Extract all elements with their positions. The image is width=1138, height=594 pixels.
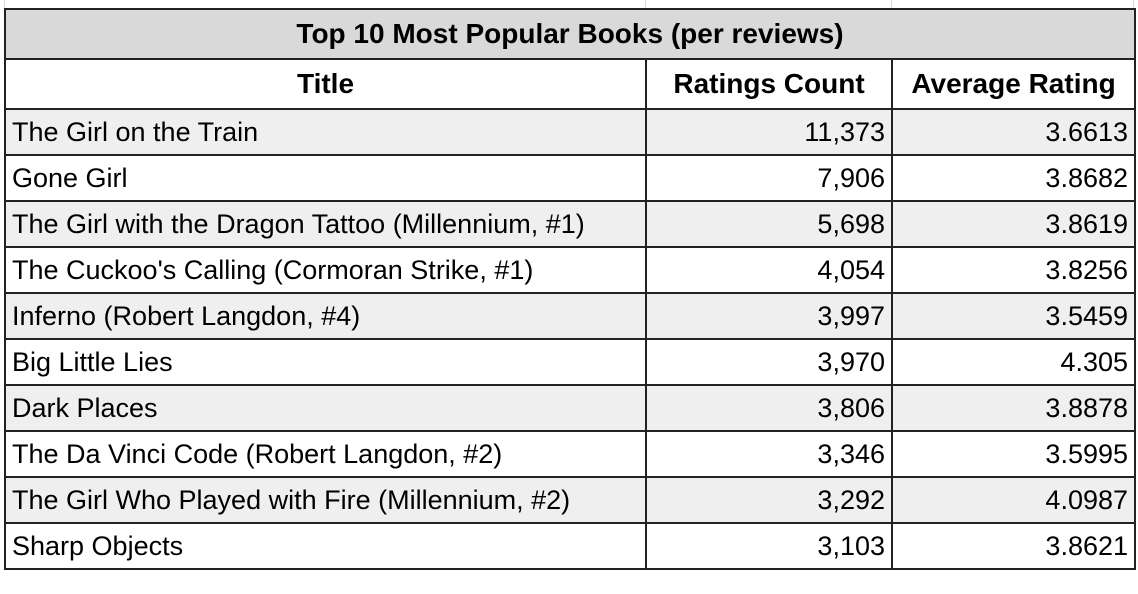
cell-ratings-count[interactable]: 3,806 bbox=[645, 384, 893, 432]
cell-title[interactable]: The Girl Who Played with Fire (Millenniu… bbox=[4, 476, 647, 524]
gridline bbox=[891, 0, 892, 8]
cell-title[interactable]: Inferno (Robert Langdon, #4) bbox=[4, 292, 647, 340]
cell-title[interactable]: The Da Vinci Code (Robert Langdon, #2) bbox=[4, 430, 647, 478]
cell-ratings-count[interactable]: 4,054 bbox=[645, 246, 893, 294]
cell-ratings-count[interactable]: 11,373 bbox=[645, 108, 893, 156]
column-header-average-rating[interactable]: Average Rating bbox=[890, 58, 1137, 110]
cell-title[interactable]: The Girl on the Train bbox=[4, 108, 647, 156]
cell-title[interactable]: The Cuckoo's Calling (Cormoran Strike, #… bbox=[4, 246, 647, 294]
table-row: The Girl with the Dragon Tattoo (Millenn… bbox=[4, 200, 1137, 248]
cell-title[interactable]: Gone Girl bbox=[4, 154, 647, 202]
table-row: Big Little Lies 3,970 4.305 bbox=[4, 338, 1137, 386]
table-row: The Girl Who Played with Fire (Millenniu… bbox=[4, 476, 1137, 524]
cell-average-rating[interactable]: 3.5995 bbox=[890, 430, 1137, 478]
cell-average-rating[interactable]: 3.6613 bbox=[890, 108, 1137, 156]
cell-average-rating[interactable]: 3.8619 bbox=[890, 200, 1137, 248]
cell-title[interactable]: The Girl with the Dragon Tattoo (Millenn… bbox=[4, 200, 647, 248]
gridline bbox=[645, 0, 646, 8]
column-header-title[interactable]: Title bbox=[4, 58, 647, 110]
column-header-ratings-count[interactable]: Ratings Count bbox=[645, 58, 893, 110]
table-row: The Cuckoo's Calling (Cormoran Strike, #… bbox=[4, 246, 1137, 294]
cell-title[interactable]: Sharp Objects bbox=[4, 522, 647, 570]
table-row: The Da Vinci Code (Robert Langdon, #2) 3,… bbox=[4, 430, 1137, 478]
cell-average-rating[interactable]: 3.8621 bbox=[890, 522, 1137, 570]
cell-average-rating[interactable]: 3.5459 bbox=[890, 292, 1137, 340]
cell-ratings-count[interactable]: 7,906 bbox=[645, 154, 893, 202]
gridline bbox=[4, 0, 5, 8]
cell-title[interactable]: Big Little Lies bbox=[4, 338, 647, 386]
cell-title[interactable]: Dark Places bbox=[4, 384, 647, 432]
table-row: Gone Girl 7,906 3.8682 bbox=[4, 154, 1137, 202]
table-row: Inferno (Robert Langdon, #4) 3,997 3.5459 bbox=[4, 292, 1137, 340]
table-row: The Girl on the Train 11,373 3.6613 bbox=[4, 108, 1137, 156]
books-table: Top 10 Most Popular Books (per reviews) … bbox=[3, 8, 1137, 570]
gridline bbox=[1133, 0, 1134, 8]
cell-ratings-count[interactable]: 3,292 bbox=[645, 476, 893, 524]
table-title-row: Top 10 Most Popular Books (per reviews) bbox=[3, 8, 1137, 60]
cell-ratings-count[interactable]: 3,997 bbox=[645, 292, 893, 340]
cell-ratings-count[interactable]: 5,698 bbox=[645, 200, 893, 248]
table-header-row: Title Ratings Count Average Rating bbox=[4, 58, 1137, 110]
cell-average-rating[interactable]: 3.8878 bbox=[890, 384, 1137, 432]
cell-average-rating[interactable]: 4.0987 bbox=[890, 476, 1137, 524]
cell-average-rating[interactable]: 3.8256 bbox=[890, 246, 1137, 294]
cell-ratings-count[interactable]: 3,970 bbox=[645, 338, 893, 386]
cell-average-rating[interactable]: 3.8682 bbox=[890, 154, 1137, 202]
table-body: The Girl on the Train 11,373 3.6613 Gone Gi… bbox=[4, 108, 1137, 570]
table-caption[interactable]: Top 10 Most Popular Books (per reviews) bbox=[3, 8, 1137, 60]
cell-ratings-count[interactable]: 3,346 bbox=[645, 430, 893, 478]
table-row: Dark Places 3,806 3.8878 bbox=[4, 384, 1137, 432]
table-row: Sharp Objects 3,103 3.8621 bbox=[4, 522, 1137, 570]
cell-average-rating[interactable]: 4.305 bbox=[890, 338, 1137, 386]
cell-ratings-count[interactable]: 3,103 bbox=[645, 522, 893, 570]
